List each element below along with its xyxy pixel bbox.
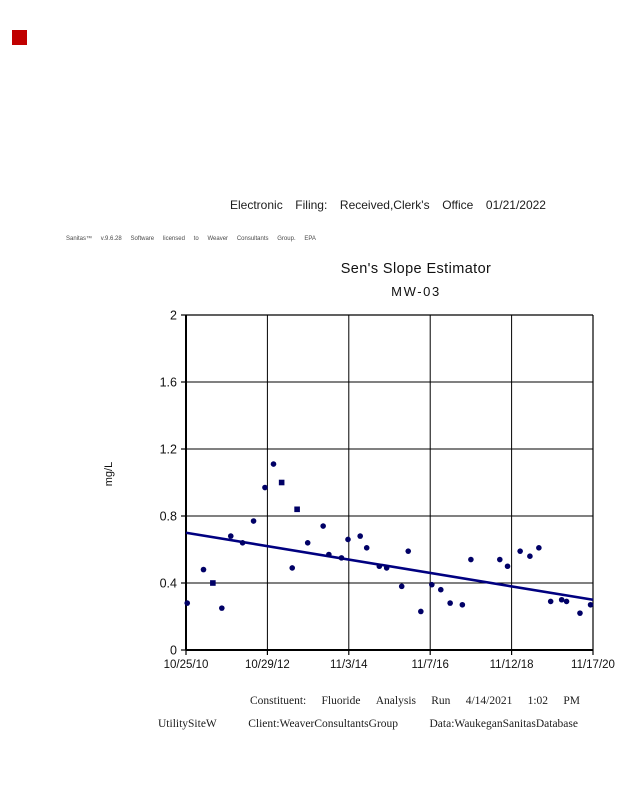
data-point [405, 548, 412, 554]
efiling-word: Filing: [295, 198, 328, 212]
sen-trend-line [185, 531, 594, 602]
run-meridiem: PM [563, 695, 580, 707]
data-point [398, 583, 405, 590]
constituent-value: Fluoride [321, 695, 361, 707]
y-tick-label: 0.4 [160, 577, 177, 591]
sanitas-word: EPA [304, 236, 316, 242]
analysis-info-row: Constituent: Fluoride Analysis Run 4/14/… [250, 695, 580, 707]
data-point [376, 563, 383, 570]
efiling-word: Received,Clerk's [339, 198, 430, 212]
data-point [459, 601, 466, 608]
run-time: 1:02 [527, 695, 549, 707]
sanitas-word: Group. [277, 236, 296, 242]
data-point [219, 605, 225, 611]
constituent-label: Constituent: [250, 695, 307, 707]
run-date: 4/14/2021 [465, 695, 513, 707]
data-point [496, 556, 503, 563]
data-point [338, 555, 345, 561]
y-tick-label: 0.8 [160, 510, 177, 524]
data-point [527, 553, 533, 559]
data-point [563, 598, 570, 605]
data-point [250, 518, 257, 524]
sanitas-word: Sanitas™ [66, 236, 93, 242]
efiling-word: Office [442, 198, 474, 212]
data-point [418, 608, 424, 615]
sanitas-word: Weaver [207, 236, 229, 242]
y-tick-label: 2 [170, 309, 177, 323]
data-point [437, 586, 444, 593]
sanitas-word: Software [130, 236, 155, 242]
data-point [345, 536, 351, 543]
y-tick-label: 0 [170, 644, 177, 658]
data-point [447, 600, 453, 606]
data-point [558, 596, 565, 603]
x-tick-label: 11/7/16 [411, 659, 449, 671]
y-tick-label: 1.6 [160, 376, 177, 390]
data-point [504, 563, 511, 570]
efiling-date: 01/21/2022 [485, 198, 546, 212]
efiling-word: Electronic [230, 198, 283, 212]
data-point [383, 565, 390, 571]
sanitas-word: licensed [162, 236, 185, 242]
site-name: UtilitySiteW [158, 718, 217, 730]
data-point [227, 533, 234, 539]
data-point-square [278, 479, 285, 486]
chart-subtitle: MW-03 [391, 284, 441, 299]
data-point-square [210, 580, 216, 586]
data-point [547, 598, 554, 605]
data-point [239, 540, 246, 546]
data-point [326, 551, 332, 558]
data-point [270, 461, 277, 467]
y-tick-label: 1.2 [160, 443, 177, 457]
efiling-header: Electronic Filing: Received,Clerk's Offi… [230, 198, 546, 212]
sanitas-word: to [193, 236, 199, 242]
site-info-row: UtilitySiteW Client:WeaverConsultantsGro… [158, 718, 578, 730]
x-tick-label: 10/25/10 [164, 659, 209, 671]
data-point [320, 523, 326, 529]
data-point [357, 533, 363, 539]
x-tick-label: 11/3/14 [330, 659, 368, 671]
x-tick-label: 11/17/20 [571, 659, 615, 671]
chart-title: Sen's Slope Estimator [340, 261, 492, 277]
chart-title-block: Sen's Slope Estimator MW-03 [236, 261, 596, 299]
data-point-square [294, 506, 300, 513]
analysis-word: Analysis [375, 695, 416, 707]
sanitas-version: v.9.6.28 [100, 236, 122, 242]
data-point [289, 565, 296, 571]
data-point [536, 545, 542, 551]
data-point [517, 548, 523, 554]
data-point [304, 540, 311, 546]
red-stamp-square [12, 30, 27, 45]
x-tick-label: 11/12/18 [490, 659, 534, 671]
data-point [587, 601, 594, 608]
data-source: Data:WaukeganSanitasDatabase [429, 718, 578, 730]
data-point [184, 600, 191, 606]
sanitas-word: Consultants [236, 236, 269, 242]
data-point [363, 545, 370, 551]
data-point [429, 581, 435, 588]
analysis-word: Run [431, 695, 451, 707]
data-point [468, 556, 474, 563]
x-tick-label: 10/29/12 [245, 659, 290, 671]
data-point [262, 484, 268, 491]
sanitas-watermark: Sanitas™ v.9.6.28 Software licensed to W… [66, 236, 316, 242]
client-name: Client:WeaverConsultantsGroup [248, 718, 399, 730]
data-point [577, 610, 583, 616]
data-point [200, 566, 207, 573]
